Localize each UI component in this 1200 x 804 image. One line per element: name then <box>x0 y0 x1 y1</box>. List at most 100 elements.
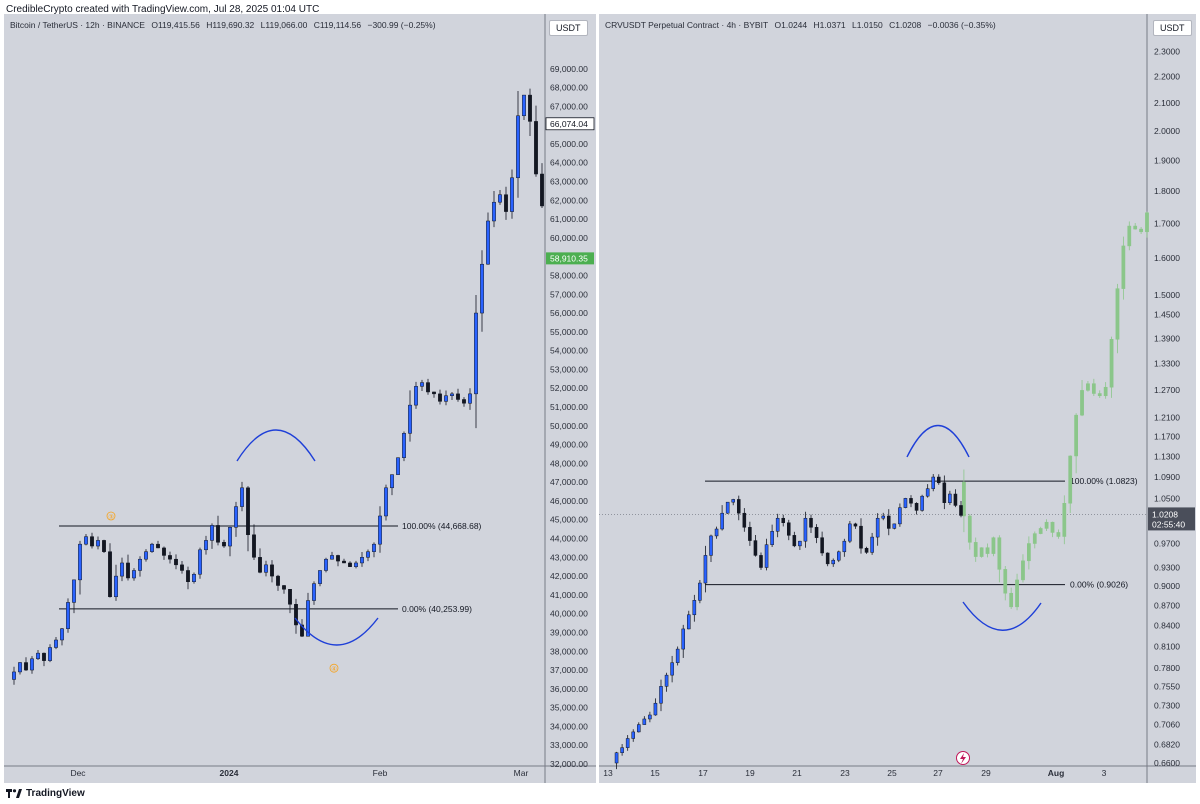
btc-candle <box>294 604 298 626</box>
btc-y-tick-label: 60,000.00 <box>550 233 588 243</box>
btc-currency-button[interactable]: USDT <box>549 20 588 36</box>
crv-candle <box>659 686 663 704</box>
btc-y-tick-label: 38,000.00 <box>550 646 588 656</box>
btc-x-tick-label: Mar <box>514 768 529 778</box>
btc-y-tick-label: 46,000.00 <box>550 496 588 506</box>
btc-candle <box>288 589 292 605</box>
crv-x-tick-label: 19 <box>745 768 755 778</box>
btc-candle <box>498 194 502 203</box>
btc-candle <box>402 433 406 458</box>
crv-projection-candle <box>1127 225 1132 247</box>
crv-candle <box>764 544 769 568</box>
crv-change: −0.0036 (−0.35%) <box>927 20 996 30</box>
crv-x-tick-label: 29 <box>981 768 991 778</box>
crv-y-tick-label: 2.2000 <box>1154 72 1180 82</box>
btc-candle <box>318 570 322 584</box>
crv-candle <box>625 738 630 748</box>
btc-marker-4-label: ④ <box>331 665 337 673</box>
btc-candle <box>438 393 442 402</box>
btc-top-arc <box>236 429 316 462</box>
btc-candle <box>174 558 178 566</box>
btc-marker-4 <box>329 663 339 673</box>
btc-y-tick-label: 58,000.00 <box>550 270 588 280</box>
crv-y-tick-label: 1.5000 <box>1154 290 1180 300</box>
crv-projection-candle <box>1021 560 1025 581</box>
crv-projection-candle <box>1115 288 1120 340</box>
btc-chart-panel[interactable]: Bitcoin / TetherUS · 12h · BINANCE O119,… <box>4 14 596 783</box>
crv-ohlc-legend: CRVUSDT Perpetual Contract · 4h · BYBIT … <box>605 20 1000 30</box>
crv-candle <box>737 499 741 514</box>
btc-candle <box>378 515 382 545</box>
crv-candle <box>637 724 641 733</box>
crv-candle <box>792 535 797 547</box>
btc-candle <box>204 540 208 551</box>
crv-y-tick-label: 0.7060 <box>1154 720 1180 730</box>
crv-projection-candle <box>1103 386 1108 397</box>
crv-candle <box>864 547 869 553</box>
crv-top-arc <box>906 425 970 458</box>
btc-candle <box>348 562 352 567</box>
crv-y-tick-label: 2.1000 <box>1154 98 1180 108</box>
btc-candle <box>360 557 364 564</box>
btc-candle <box>138 558 142 571</box>
btc-y-tick-label: 55,000.00 <box>550 327 588 337</box>
btc-y-tick-label: 44,000.00 <box>550 534 588 544</box>
crv-x-tick-label: 25 <box>887 768 897 778</box>
btc-y-tick-label: 49,000.00 <box>550 440 588 450</box>
btc-price-chart[interactable]: 69,000.0068,000.0067,000.0066,000.0065,0… <box>4 14 596 783</box>
btc-candle <box>30 658 34 671</box>
btc-y-tick-label: 56,000.00 <box>550 308 588 318</box>
btc-y-tick-label: 33,000.00 <box>550 740 588 750</box>
crv-y-tick-label: 1.0500 <box>1154 493 1180 503</box>
crv-currency-button[interactable]: USDT <box>1153 20 1192 36</box>
crv-y-tick-label: 1.1300 <box>1154 451 1180 461</box>
crv-candle <box>870 536 874 553</box>
btc-candle <box>342 560 346 564</box>
crv-y-tick-label: 0.9700 <box>1154 539 1180 549</box>
crv-bottom-arc <box>962 601 1042 631</box>
crv-candle <box>898 507 902 525</box>
btc-y-tick-label: 32,000.00 <box>550 759 588 769</box>
btc-fib-level-label: 0.00% (40,253.99) <box>402 604 472 614</box>
crv-y-tick-label: 2.3000 <box>1154 46 1180 56</box>
crv-y-tick-label: 1.2700 <box>1154 385 1180 395</box>
btc-candle <box>330 555 334 560</box>
crv-candle <box>825 552 830 565</box>
btc-candle <box>102 540 106 552</box>
crv-y-tick-label: 1.3900 <box>1154 333 1180 343</box>
crv-candle <box>948 493 952 503</box>
crv-projection-candle <box>979 547 984 557</box>
crv-last-price-badge <box>1148 507 1195 531</box>
crv-projection-candle <box>1044 521 1049 529</box>
btc-candle <box>540 173 544 207</box>
crv-candle <box>959 505 963 516</box>
btc-y-tick-label: 61,000.00 <box>550 214 588 224</box>
btc-y-tick-label: 57,000.00 <box>550 289 588 299</box>
btc-candle <box>186 570 190 582</box>
crv-open: O1.0244 <box>774 20 808 30</box>
btc-candle <box>258 557 262 573</box>
crv-candle <box>903 498 908 508</box>
crv-symbol-title: CRVUSDT Perpetual Contract · 4h · BYBIT <box>605 20 769 30</box>
crv-chart-panel[interactable]: CRVUSDT Perpetual Contract · 4h · BYBIT … <box>599 14 1196 783</box>
crv-candle <box>742 512 747 528</box>
crv-y-tick-label: 1.1700 <box>1154 432 1180 442</box>
btc-candle <box>276 575 280 586</box>
crv-y-tick-label: 1.2100 <box>1154 412 1180 422</box>
btc-candle <box>480 263 484 314</box>
crv-candle <box>687 614 691 630</box>
btc-candle <box>36 652 40 660</box>
crv-candle <box>809 517 813 528</box>
crv-y-tick-label: 1.0900 <box>1154 472 1180 482</box>
crv-candle <box>775 517 780 532</box>
btc-candle <box>90 536 94 547</box>
crv-candle <box>831 559 835 565</box>
crv-candle <box>748 527 752 541</box>
crv-y-tick-label: 0.8400 <box>1154 621 1180 631</box>
crv-candle <box>703 555 708 584</box>
crv-price-chart[interactable]: 2.3000 2.2000 2.1000 2.0000 1.9000 1.8000 1.70… <box>599 14 1196 783</box>
btc-candle <box>246 487 250 536</box>
btc-y-tick-label: 41,000.00 <box>550 590 588 600</box>
btc-candle <box>432 391 436 395</box>
crv-projection-candle <box>1109 339 1114 388</box>
